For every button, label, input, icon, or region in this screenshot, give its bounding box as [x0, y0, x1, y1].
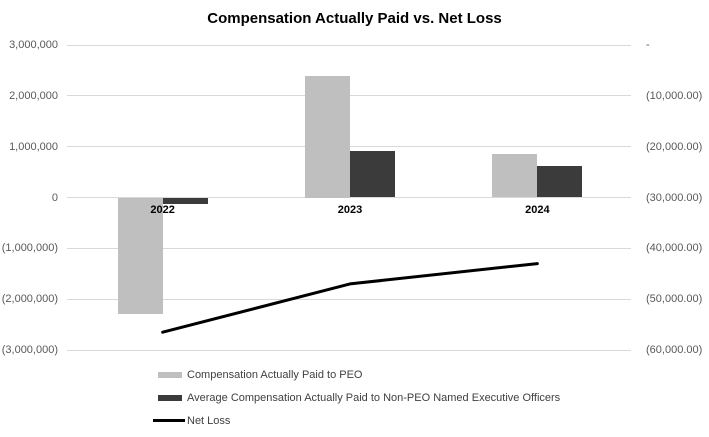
left-axis-label-1: 2,000,000	[9, 89, 58, 102]
bar-peo-2024	[492, 154, 538, 198]
left-axis-label-4: (1,000,000)	[1, 242, 58, 255]
left-axis-label-5: (2,000,000)	[1, 293, 58, 306]
legend-row-1: Average Compensation Actually Paid to No…	[153, 391, 560, 404]
legend-swatch-bar-1	[158, 394, 182, 401]
right-axis-label-2: (20,000.00)	[646, 140, 703, 153]
legend-swatch-box-0	[153, 371, 187, 378]
x-axis-label-2022: 2022	[150, 204, 175, 216]
right-axis-label-0: -	[646, 39, 650, 51]
gridline-0	[67, 44, 631, 46]
chart-title: Compensation Actually Paid vs. Net Loss	[207, 10, 502, 27]
legend-label-2: Net Loss	[187, 414, 231, 427]
legend-swatch-box-2	[153, 419, 187, 422]
gridline-4	[67, 247, 631, 249]
right-axis-label-1: (10,000.00)	[646, 89, 703, 102]
legend-label-1: Average Compensation Actually Paid to No…	[187, 391, 561, 404]
bar-non-peo-2024	[537, 165, 583, 198]
right-axis-label-3: (30,000.00)	[646, 191, 703, 204]
legend-row-2: Net Loss	[153, 414, 230, 427]
left-axis-label-2: 1,000,000	[9, 140, 58, 153]
gridline-3	[67, 197, 631, 198]
legend-label-0: Compensation Actually Paid to PEO	[187, 368, 363, 381]
left-axis-label-6: (3,000,000)	[1, 344, 58, 356]
legend-swatch-line-2	[153, 419, 185, 422]
bar-peo-2023	[305, 75, 350, 198]
bar-peo-2022	[117, 197, 163, 315]
gridline-6	[67, 349, 631, 351]
x-axis-label-2024: 2024	[525, 204, 550, 216]
legend-swatch-box-1	[153, 394, 187, 401]
right-axis-label-4: (40,000.00)	[646, 242, 703, 255]
right-axis-label-5: (50,000.00)	[646, 293, 703, 306]
legend-row-0: Compensation Actually Paid to PEO	[153, 368, 362, 381]
left-axis-label-3: 0	[51, 191, 58, 204]
bar-non-peo-2022	[162, 197, 208, 204]
bar-non-peo-2023	[350, 150, 395, 198]
legend-swatch-bar-0	[158, 371, 182, 378]
left-axis-label-0: 3,000,000	[9, 39, 58, 51]
x-axis-label-2023: 2023	[337, 204, 363, 216]
right-axis-label-6: (60,000.00)	[646, 344, 703, 356]
